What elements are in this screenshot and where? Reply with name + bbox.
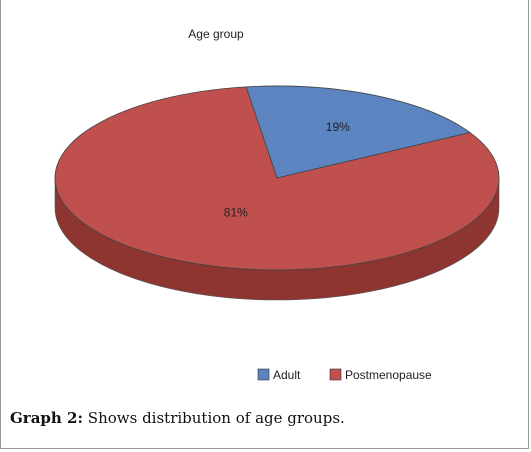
figure-caption: Graph 2: Shows distribution of age group… [10,409,345,427]
caption-label: Graph 2: [10,409,84,427]
legend-swatch-postmenopause [329,368,342,381]
pie-label-adult: 19% [326,120,350,134]
pie-label-postmenopause: 81% [224,206,248,220]
legend-label-adult: Adult [273,368,301,382]
legend-label-postmenopause: Postmenopause [345,368,432,382]
pie-labels: 19% 81% [224,120,350,220]
legend-swatch-adult [257,368,270,381]
caption-text: Shows distribution of age groups. [83,409,345,427]
pie-slice-postmenopause [54,86,500,271]
pie-top [54,85,500,271]
chart-title: Age group [188,27,244,41]
pie-chart: Age group 19% 81% Adult Postmenopause [54,27,500,382]
legend: Adult Postmenopause [257,368,432,382]
pie-slice-adult [245,85,471,179]
